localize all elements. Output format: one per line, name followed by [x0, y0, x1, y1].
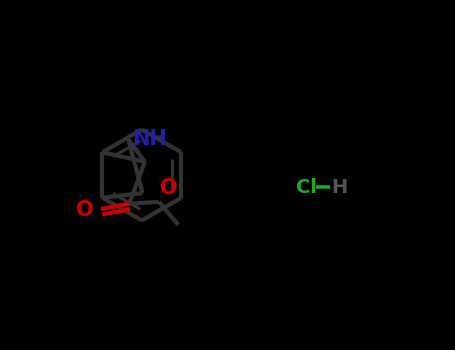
Text: H: H [331, 178, 348, 197]
Text: Cl: Cl [296, 178, 317, 197]
Text: NH: NH [132, 129, 167, 149]
Text: O: O [160, 178, 177, 198]
Text: O: O [76, 200, 93, 220]
